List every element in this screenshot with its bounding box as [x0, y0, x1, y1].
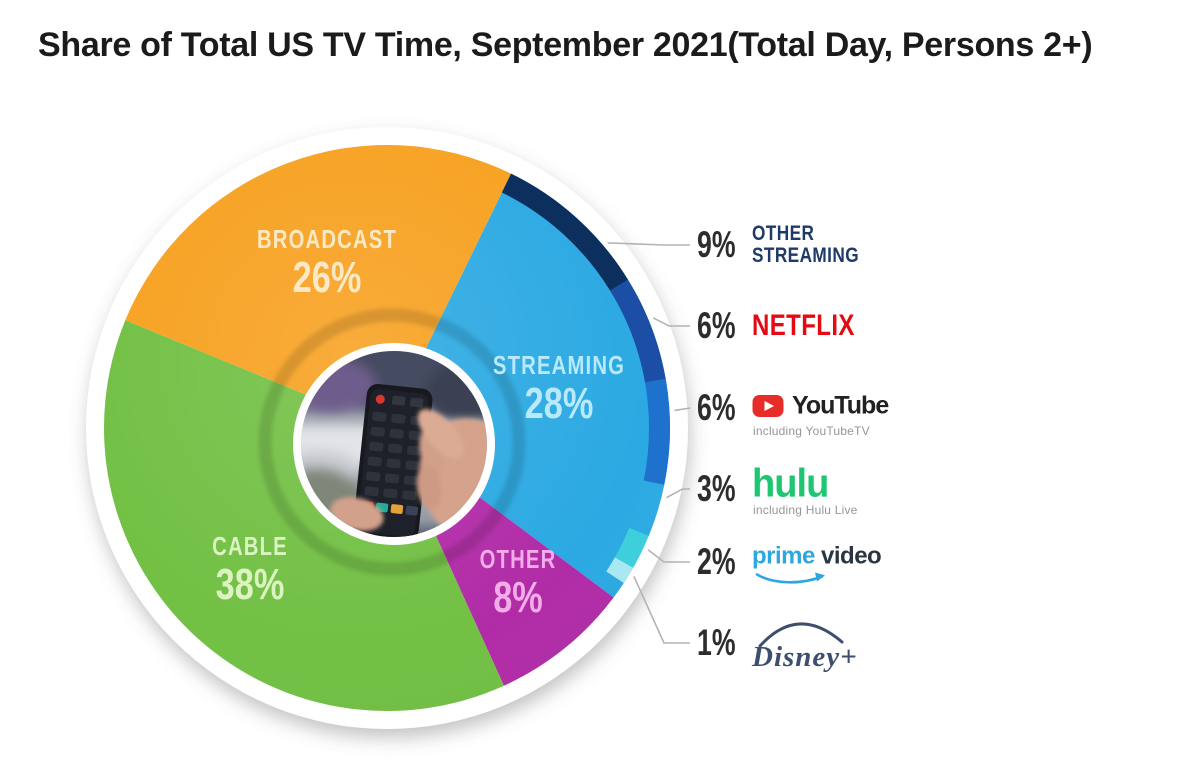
- brand-other-streaming: OTHER STREAMING: [752, 222, 860, 267]
- legend-pct-hulu: 3%: [697, 468, 736, 509]
- wedge-label-cable: CABLE 38%: [212, 531, 288, 609]
- legend-pct-other-streaming: 9%: [697, 224, 736, 265]
- arc-youtube: [643, 378, 670, 485]
- prime-smile-icon: [755, 572, 825, 584]
- legend-pct-prime: 2%: [697, 541, 736, 582]
- remote-power-button: [375, 394, 385, 404]
- legend-pct-netflix: 6%: [697, 305, 736, 346]
- brand-netflix-logo: NETFLIX: [752, 309, 855, 342]
- leader-line-prime-video: [647, 549, 690, 563]
- brand-youtube-logo: YouTube: [752, 392, 889, 421]
- brand-prime-video-logo: prime video: [752, 543, 882, 586]
- recessed-ring: [258, 308, 526, 576]
- disney-arc-icon: [758, 622, 844, 648]
- arc-prime-video: [614, 527, 649, 568]
- wedge-label-streaming: STREAMING 28%: [492, 350, 626, 428]
- arc-disney-: [606, 557, 634, 583]
- leader-line-netflix: [652, 317, 690, 327]
- leader-line-hulu: [666, 488, 690, 499]
- leader-line-disney-: [633, 576, 690, 644]
- legend-pct-youtube: 6%: [697, 387, 736, 428]
- brand-disney-plus-logo: Disney+: [752, 612, 862, 674]
- youtube-note: including YouTubeTV: [753, 424, 870, 438]
- arc-hulu: [629, 480, 665, 536]
- wedge-label-broadcast: BROADCAST 26%: [256, 224, 398, 302]
- leader-line-youtube: [674, 407, 691, 412]
- chart-title: Share of Total US TV Time, September 202…: [38, 26, 1093, 64]
- brand-hulu-logo: hulu: [752, 461, 829, 506]
- wedge-label-other: OTHER 8%: [479, 544, 557, 622]
- arc-other-streaming: [501, 173, 629, 291]
- youtube-play-icon: [752, 395, 784, 417]
- hulu-note: including Hulu Live: [753, 503, 858, 517]
- leader-line-other-streaming: [607, 242, 690, 246]
- arc-netflix: [610, 279, 666, 383]
- legend-pct-disney: 1%: [697, 622, 736, 663]
